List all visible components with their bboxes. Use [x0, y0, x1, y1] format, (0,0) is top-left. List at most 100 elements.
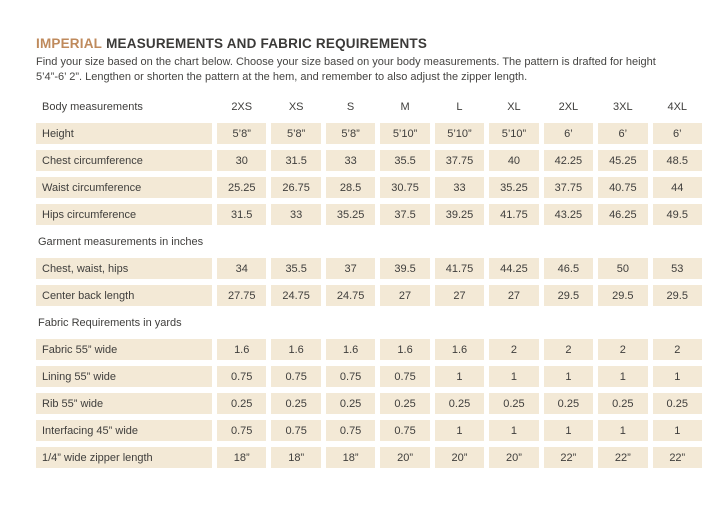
size-column-header: 3XL [613, 100, 633, 113]
value-cell: 27 [380, 285, 430, 306]
value-cell: 44.25 [489, 258, 539, 279]
value-cell: 50 [598, 258, 648, 279]
value-cell: 35.5 [271, 258, 321, 279]
value-cell: 0.75 [380, 366, 430, 387]
row-label: 1/4” wide zipper length [36, 447, 212, 468]
value-cell: 0.75 [271, 420, 321, 441]
table-row: Lining 55” wide 0.75 0.75 0.75 0.75 1 1 1 1 1 [36, 366, 702, 387]
value-cell: 0.25 [598, 393, 648, 414]
size-column-header: L [456, 100, 463, 113]
value-cell: 5’8” [217, 123, 267, 144]
value-cell: 45.25 [598, 150, 648, 171]
value-cell: 0.25 [652, 393, 702, 414]
row-label: Fabric 55” wide [36, 339, 212, 360]
value-cell: 0.75 [217, 366, 267, 387]
value-cell: 33 [434, 177, 485, 198]
value-cell: 37.75 [434, 150, 485, 171]
value-cell: 31.5 [271, 150, 321, 171]
section-heading: Garment measurements in inches [38, 235, 204, 248]
value-cell: 1 [489, 366, 539, 387]
value-cell: 24.75 [325, 285, 376, 306]
value-cell: 0.75 [380, 420, 430, 441]
value-cell: 33 [325, 150, 376, 171]
value-cell: 30.75 [380, 177, 430, 198]
table-row: Hips circumference 31.5 33 35.25 37.5 39.25 41… [36, 204, 702, 225]
table-row: Fabric 55” wide 1.6 1.6 1.6 1.6 1.6 2 2 2 2 [36, 339, 702, 360]
value-cell: 46.5 [543, 258, 594, 279]
value-cell: 6’ [598, 123, 648, 144]
value-cell: 49.5 [652, 204, 702, 225]
value-cell: 29.5 [652, 285, 702, 306]
value-cell: 27 [489, 285, 539, 306]
value-cell: 0.25 [217, 393, 267, 414]
row-label: Center back length [36, 285, 212, 306]
value-cell: 24.75 [271, 285, 321, 306]
intro-text-line2: 5’4”-6’ 2”. Lengthen or shorten the patt… [36, 71, 528, 83]
value-cell: 27 [434, 285, 485, 306]
value-cell: 41.75 [489, 204, 539, 225]
value-cell: 43.25 [543, 204, 594, 225]
value-cell: 1.6 [380, 339, 430, 360]
row-label: Chest, waist, hips [36, 258, 212, 279]
size-column-header: S [346, 100, 355, 113]
value-cell: 0.25 [543, 393, 594, 414]
value-cell: 6’ [652, 123, 702, 144]
value-cell: 39.5 [380, 258, 430, 279]
row-label: Lining 55” wide [36, 366, 212, 387]
intro-text-line1: Find your size based on the chart below.… [36, 56, 656, 68]
value-cell: 1 [434, 420, 485, 441]
size-table: Body measurements 2XS XS S M L XL 2XL 3XL 4XL Heig… [36, 96, 702, 474]
value-cell: 46.25 [598, 204, 648, 225]
value-cell: 5’10” [434, 123, 485, 144]
row-label: Rib 55” wide [36, 393, 212, 414]
column-header-label: Body measurements [42, 100, 143, 113]
section-heading-row: Fabric Requirements in yards [36, 312, 702, 333]
table-row: 1/4” wide zipper length 18” 18” 18” 20” 20” 20… [36, 447, 702, 468]
value-cell: 18” [325, 447, 376, 468]
value-cell: 41.75 [434, 258, 485, 279]
value-cell: 1 [652, 366, 702, 387]
value-cell: 2 [652, 339, 702, 360]
page-title: IMPERIAL MEASUREMENTS AND FABRIC REQUIREM… [36, 36, 427, 51]
value-cell: 0.75 [325, 420, 376, 441]
value-cell: 1 [434, 366, 485, 387]
value-cell: 37 [325, 258, 376, 279]
value-cell: 5’10” [380, 123, 430, 144]
value-cell: 5’10” [489, 123, 539, 144]
value-cell: 0.75 [325, 366, 376, 387]
value-cell: 37.5 [380, 204, 430, 225]
page-title-accent: IMPERIAL [36, 36, 103, 51]
value-cell: 31.5 [217, 204, 267, 225]
section-heading-row: Garment measurements in inches [36, 231, 702, 252]
value-cell: 20” [380, 447, 430, 468]
row-label: Height [36, 123, 212, 144]
row-label: Chest circumference [36, 150, 212, 171]
value-cell: 1 [598, 366, 648, 387]
value-cell: 1 [543, 420, 594, 441]
table-row: Chest, waist, hips 34 35.5 37 39.5 41.75 44.25… [36, 258, 702, 279]
value-cell: 5’8” [325, 123, 376, 144]
intro-text: Find your size based on the chart below.… [36, 55, 696, 85]
value-cell: 0.25 [380, 393, 430, 414]
section-heading: Fabric Requirements in yards [38, 316, 182, 329]
row-label: Hips circumference [36, 204, 212, 225]
value-cell: 1.6 [271, 339, 321, 360]
size-column-header: XL [507, 100, 521, 113]
value-cell: 0.75 [217, 420, 267, 441]
value-cell: 20” [434, 447, 485, 468]
value-cell: 2 [489, 339, 539, 360]
size-column-header: 4XL [667, 100, 688, 113]
value-cell: 5’8” [271, 123, 321, 144]
table-row: Waist circumference 25.25 26.75 28.5 30.75 33… [36, 177, 702, 198]
value-cell: 48.5 [652, 150, 702, 171]
row-label: Waist circumference [36, 177, 212, 198]
value-cell: 44 [652, 177, 702, 198]
value-cell: 22” [598, 447, 648, 468]
value-cell: 0.25 [271, 393, 321, 414]
value-cell: 1 [652, 420, 702, 441]
value-cell: 1.6 [325, 339, 376, 360]
value-cell: 37.75 [543, 177, 594, 198]
table-row: Interfacing 45” wide 0.75 0.75 0.75 0.75 1 1 1 1… [36, 420, 702, 441]
value-cell: 28.5 [325, 177, 376, 198]
